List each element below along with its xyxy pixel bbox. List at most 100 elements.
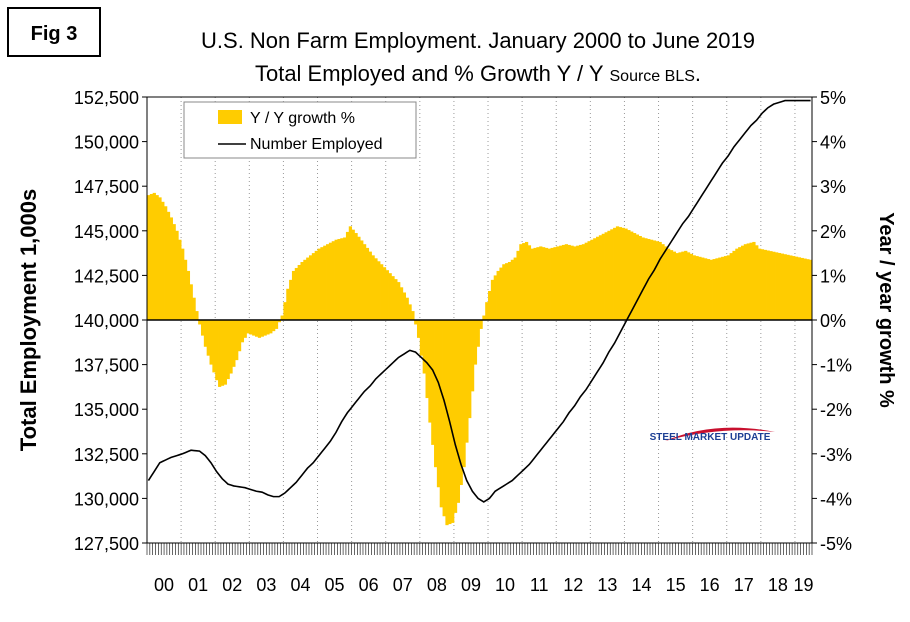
right-tick-label: 3% [820,177,846,197]
growth-bar [158,197,162,320]
growth-bar [411,311,415,320]
growth-bar [615,226,620,320]
steel-market-update-logo: STEEL MARKET UPDATE [650,427,775,443]
growth-bar [675,253,679,320]
logo-swoosh [665,427,775,441]
growth-bar [456,320,461,503]
growth-bar [243,320,247,338]
growth-bar [365,247,370,320]
growth-bar [260,320,264,337]
growth-bar [232,320,236,367]
x-axis: 00 01 02 03 04 05 06 07 08 09 10 11 12 13 14 15 16 17 18 19 [146,543,813,595]
growth-bar [320,247,324,320]
growth-bar [786,254,790,320]
growth-bar [769,251,773,320]
growth-bar [385,270,389,320]
growth-bar [712,259,716,320]
growth-bar [303,259,307,320]
growth-bar [283,302,287,320]
growth-bar [453,320,458,513]
growth-bar [667,248,671,320]
growth-bar [397,282,401,320]
chart-title-source: Source BLS [610,68,695,85]
x-tick-label: 15 [666,575,686,595]
growth-bar [723,256,728,320]
growth-bar [584,242,588,320]
growth-bar [519,244,523,320]
growth-bar [175,230,179,320]
growth-bar [590,239,594,320]
growth-bar [692,255,696,320]
growth-bar [414,320,418,325]
growth-bar [263,320,267,336]
growth-bar [436,320,441,488]
growth-bar [166,211,171,320]
growth-bar [752,241,756,320]
chart-title-line1: U.S. Non Farm Employment. January 2000 t… [201,28,755,53]
left-tick-label: 132,500 [74,445,139,465]
growth-bar [357,236,361,320]
legend-label-growth: Y / Y growth % [250,110,355,127]
right-tick-label: 4% [820,133,846,153]
growth-bar [183,259,188,320]
growth-bar [340,238,344,320]
growth-bar [377,261,381,320]
growth-bar [189,284,193,320]
number-employed-line [147,99,811,503]
growth-bar [479,320,483,329]
growth-bar [314,250,318,320]
growth-bar [559,245,563,320]
growth-bar [576,245,580,320]
growth-bar [496,270,500,320]
growth-bar [561,244,566,320]
left-tick-label: 145,000 [74,222,139,242]
growth-bar [192,297,196,320]
growth-bar [573,246,577,320]
right-tick-label: -1% [820,356,852,376]
growth-bar [760,249,765,320]
growth-bar [229,320,233,374]
growth-bar [806,259,810,320]
growth-bar [775,252,779,320]
growth-bar [777,252,782,320]
logo-text: STEEL MARKET UPDATE [650,432,771,443]
growth-bar [212,320,216,373]
growth-bar [172,224,176,320]
growth-bar [578,244,583,320]
growth-bar [488,291,492,320]
growth-bar [266,320,270,335]
growth-bar [695,256,699,320]
growth-bar [468,320,472,419]
growth-bar [689,253,694,320]
growth-bar [220,320,225,386]
growth-bar [701,257,705,320]
growth-bar [738,247,742,320]
growth-bar [203,320,208,347]
left-axis: 127,500 130,000 132,500 135,000 137,500 140,0… [74,88,147,554]
growth-bar [416,320,421,338]
chart-title-main: Total Employed and % Growth Y / Y [255,61,604,86]
growth-bar [800,257,804,320]
growth-bar [524,241,529,320]
growth-bar [240,320,245,343]
growth-bar [630,231,634,320]
growth-bar [718,257,722,320]
growth-bar [502,264,506,320]
growth-bar [749,242,753,320]
growth-bar [382,267,387,320]
growth-bar [783,254,787,320]
growth-bar [732,250,736,320]
growth-bar [672,251,676,320]
growth-bar [564,244,568,320]
growth-bar [533,247,537,320]
growth-bar [200,320,205,336]
growth-bar [598,235,603,320]
growth-bar [277,320,281,323]
growth-bar [249,320,253,335]
x-tick-label: 18 [768,575,788,595]
growth-bar [152,192,156,320]
growth-bar [740,245,745,320]
x-tick-label: 13 [597,575,617,595]
growth-bar [308,255,313,320]
